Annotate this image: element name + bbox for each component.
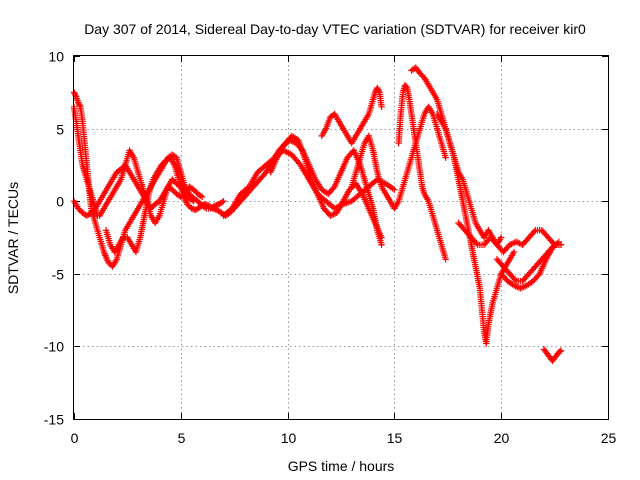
data-point [378,241,385,248]
x-tick-label: 20 [494,430,510,446]
data-point [191,187,199,195]
data-point [416,70,424,77]
data-point [330,184,337,192]
data-point [75,99,82,106]
data-point [196,199,203,206]
data-point [106,260,113,267]
data-point [87,209,95,217]
data-point [170,187,177,195]
data-point [511,276,519,283]
data-point [402,83,410,90]
data-point [374,86,382,93]
data-point [208,204,215,211]
data-point [509,240,517,247]
data-point [418,71,425,79]
data-point [76,206,83,214]
data-point [378,103,385,111]
data-point [159,160,167,167]
data-point [473,240,480,247]
data-point [498,234,505,241]
data-point [198,193,206,201]
data-point [530,228,538,235]
data-point [375,87,382,95]
y-tick-label: 0 [56,194,64,210]
data-point [75,205,82,212]
data-point [190,198,197,205]
data-point [89,208,96,215]
data-point [158,161,165,169]
series-track-1 [70,89,227,270]
data-point [535,272,542,279]
x-tick-label: 5 [178,430,186,446]
x-tick-label: 15 [387,430,403,446]
plot-frame [73,55,609,420]
series-track-12 [433,110,518,347]
data-point [188,197,196,204]
y-tick-label: 5 [56,122,64,138]
y-tick-labels: -15 -10 -5 0 5 10 [44,49,64,428]
data-point [75,100,83,108]
x-tick-label: 0 [71,430,79,446]
data-point [556,348,564,355]
x-tick-labels: 0 5 10 15 20 25 [71,430,617,446]
series-track-15 [498,238,563,292]
x-axis-label: GPS time / hours [288,458,395,474]
data-point [557,347,565,354]
series-track-16 [540,346,565,365]
data-point [220,198,227,205]
data-point [419,73,427,80]
data-point [442,256,449,263]
data-point [190,186,197,193]
series-track-11 [408,64,505,248]
data-point [442,154,449,161]
data-point [170,177,177,185]
data-point [295,160,303,167]
data-point [374,84,381,92]
data-point [184,200,191,208]
data-point [510,248,518,256]
data-point [330,211,337,218]
data-point [185,202,192,209]
series-track-10 [395,81,449,263]
data-point [104,258,112,266]
y-tick-label: -5 [52,267,65,283]
y-tick-label: -15 [44,412,64,428]
y-tick-label: 10 [48,49,64,65]
data-point [555,238,563,246]
data-point [76,102,83,109]
chart-title: Day 307 of 2014, Sidereal Day-to-day VTE… [84,21,586,37]
data-point [169,186,176,193]
data-point [71,90,78,97]
y-tick-label: -10 [44,339,64,355]
series-track-8 [318,84,385,147]
data-point [218,198,226,206]
data-point [169,176,176,183]
series-track-14 [493,241,565,285]
x-tick-label: 25 [601,430,617,446]
data-point [298,145,305,153]
data-point [391,186,398,193]
data-series [70,64,565,365]
x-tick-label: 10 [281,430,297,446]
series-track-7 [267,137,385,248]
y-axis-label: SDTVAR / TECUs [5,182,21,294]
data-point [197,192,204,200]
